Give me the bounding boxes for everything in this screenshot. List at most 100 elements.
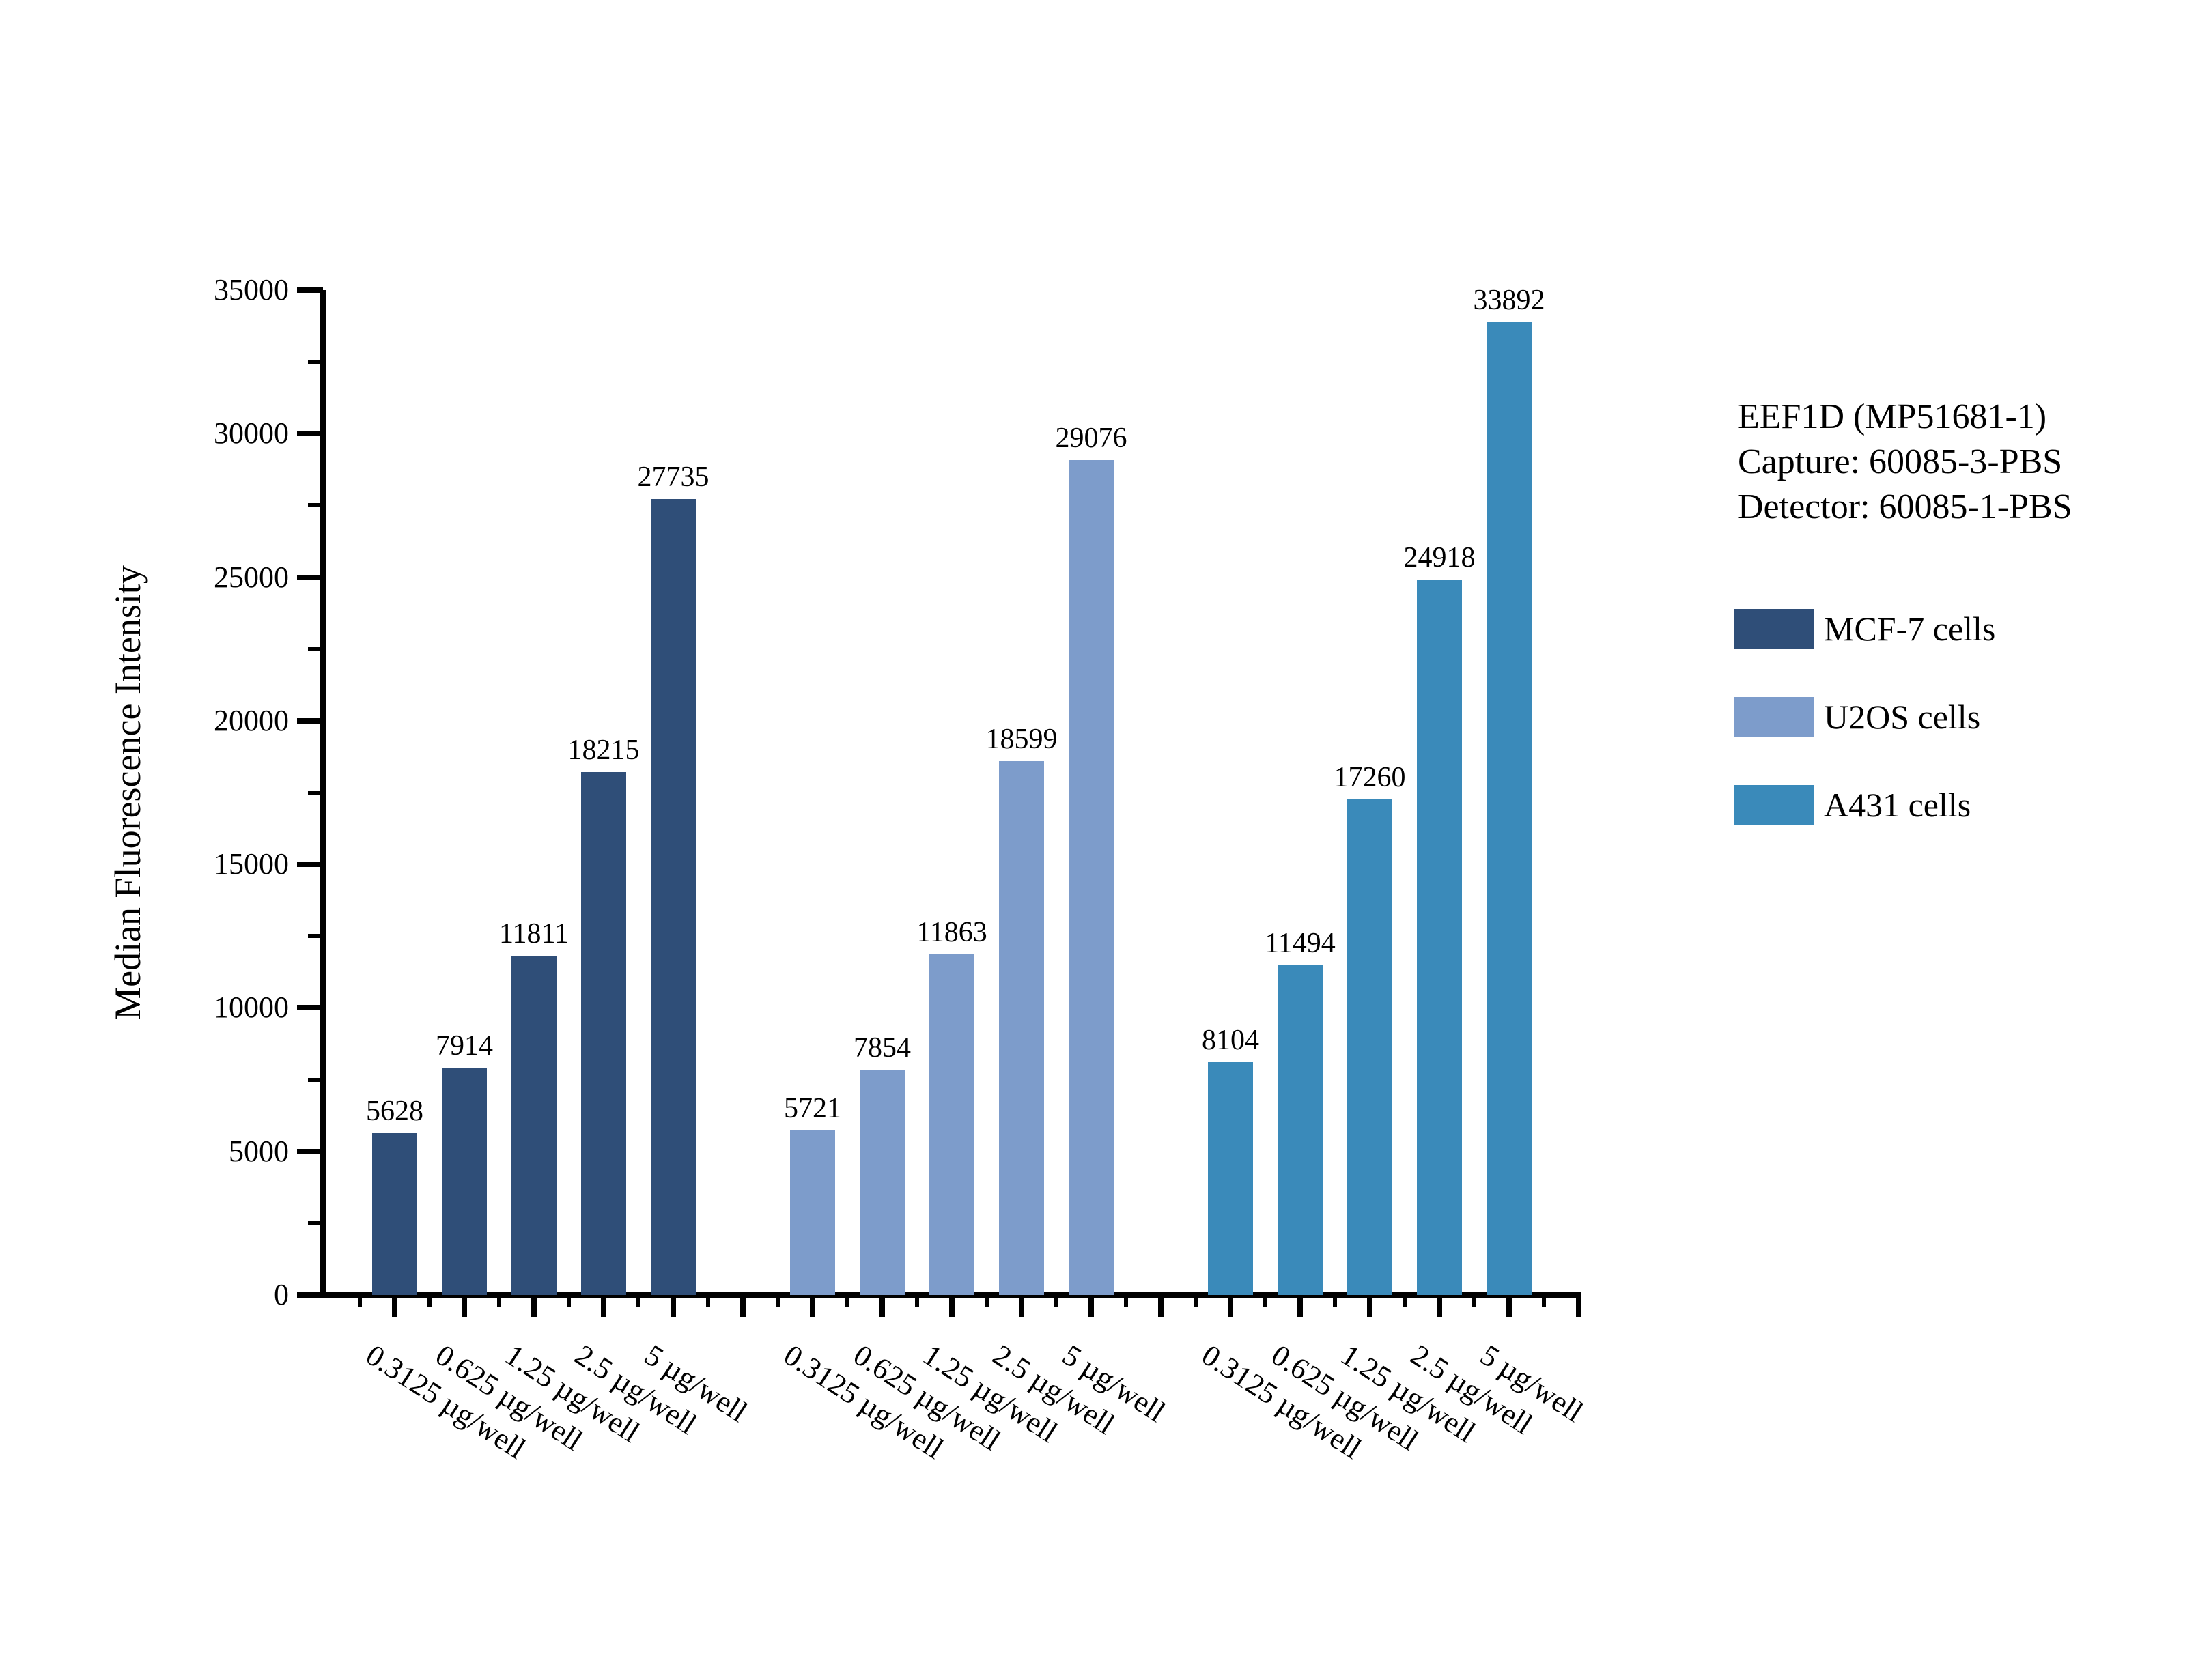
legend-item-a431: A431 cells [1734,785,1971,825]
y-minor-tick [308,1221,323,1225]
bar-a431-2.5 µg/well [1417,580,1462,1295]
x-major-tick [671,1295,676,1317]
x-major-tick [392,1295,397,1317]
x-minor-tick [567,1295,571,1307]
y-tick-label: 35000 [214,273,289,307]
x-major-tick [879,1295,885,1317]
bar-mcf-7-0.3125 µg/well [372,1133,417,1295]
legend-label-u2os: U2OS cells [1824,698,1981,736]
bar-a431-1.25 µg/well [1347,799,1392,1295]
x-minor-tick [1333,1295,1337,1307]
y-tick-label: 20000 [214,703,289,737]
x-minor-tick [915,1295,919,1307]
y-major-tick [297,574,323,580]
bar-a431-0.625 µg/well [1278,965,1323,1295]
bar-value-label: 24918 [1403,542,1476,573]
y-major-tick [297,431,323,437]
annotation-line-1: EEF1D (MP51681-1) [1738,397,2047,436]
y-major-tick [297,1005,323,1011]
x-minor-tick [1054,1295,1058,1307]
bar-value-label: 33892 [1473,285,1545,316]
annotation-line-2: Capture: 60085-3-PBS [1738,442,2063,481]
x-minor-tick [1542,1295,1546,1307]
x-major-tick [1367,1295,1372,1317]
y-minor-tick [308,360,323,365]
bar-a431-0.3125 µg/well [1208,1062,1253,1295]
x-major-tick [1576,1295,1581,1317]
x-minor-tick [985,1295,989,1307]
bar-value-label: 5628 [366,1096,423,1127]
x-minor-tick [1263,1295,1267,1307]
y-minor-tick [308,791,323,795]
y-minor-tick [308,646,323,651]
x-major-tick [1088,1295,1094,1317]
bar-u2os-0.3125 µg/well [790,1130,835,1295]
legend-item-u2os: U2OS cells [1734,697,1980,737]
bar-u2os-1.25 µg/well [929,954,974,1295]
x-major-tick [1158,1295,1164,1317]
bar-value-label: 7854 [854,1032,911,1064]
x-minor-tick [358,1295,362,1307]
bar-value-label: 11494 [1265,928,1336,959]
y-tick-label: 25000 [214,560,289,594]
bar-u2os-0.625 µg/well [860,1070,905,1295]
bar-value-label: 18215 [567,735,640,766]
x-minor-tick [845,1295,849,1307]
y-major-tick [297,717,323,724]
legend-swatch-u2os [1734,697,1814,737]
bar-mcf-7-5 µg/well [651,499,696,1295]
bar-value-label: 18599 [985,724,1058,755]
legend-label-mcf7: MCF-7 cells [1824,610,1996,648]
y-major-tick [297,862,323,868]
y-major-tick [297,1148,323,1154]
x-major-tick [601,1295,606,1317]
bar-u2os-5 µg/well [1069,460,1114,1295]
y-tick-label: 30000 [214,416,289,451]
x-minor-tick [706,1295,710,1307]
annotation-block: EEF1D (MP51681-1) Capture: 60085-3-PBS D… [1738,395,2072,530]
x-minor-tick [1403,1295,1407,1307]
y-tick-label: 5000 [229,1134,289,1168]
bar-value-label: 29076 [1055,423,1127,454]
x-minor-tick [1124,1295,1128,1307]
legend-swatch-mcf7 [1734,609,1814,649]
y-tick-label: 10000 [214,991,289,1025]
y-tick-label: 15000 [214,847,289,881]
x-major-tick [1228,1295,1233,1317]
bar-mcf-7-2.5 µg/well [581,772,626,1295]
bar-u2os-2.5 µg/well [999,761,1044,1295]
x-minor-tick [776,1295,780,1307]
bar-value-label: 11811 [499,918,569,950]
bar-mcf-7-0.625 µg/well [442,1068,487,1295]
x-minor-tick [636,1295,640,1307]
bar-value-label: 5721 [784,1093,841,1124]
x-major-tick [1506,1295,1512,1317]
bar-value-label: 17260 [1334,762,1406,793]
x-major-tick [740,1295,746,1317]
x-minor-tick [497,1295,501,1307]
bar-value-label: 8104 [1202,1025,1259,1056]
x-major-tick [1019,1295,1024,1317]
x-major-tick [810,1295,815,1317]
y-major-tick [297,1292,323,1298]
y-minor-tick [308,503,323,508]
x-major-tick [462,1295,467,1317]
bar-value-label: 11863 [916,917,987,948]
legend-item-mcf7: MCF-7 cells [1734,609,1995,649]
bar-mcf-7-1.25 µg/well [511,956,557,1295]
x-minor-tick [1194,1295,1198,1307]
y-tick-label: 0 [274,1278,289,1311]
x-major-tick [949,1295,955,1317]
bar-value-label: 7914 [436,1030,493,1062]
x-major-tick [531,1295,537,1317]
x-major-tick [1297,1295,1303,1317]
x-major-tick [1437,1295,1442,1317]
y-minor-tick [308,1077,323,1082]
bar-value-label: 27735 [637,461,709,493]
annotation-line-3: Detector: 60085-1-PBS [1738,487,2072,526]
y-major-tick [297,287,323,293]
bar-a431-5 µg/well [1487,322,1532,1295]
legend-label-a431: A431 cells [1824,786,1971,824]
y-axis-line [320,290,326,1298]
x-minor-tick [1472,1295,1476,1307]
